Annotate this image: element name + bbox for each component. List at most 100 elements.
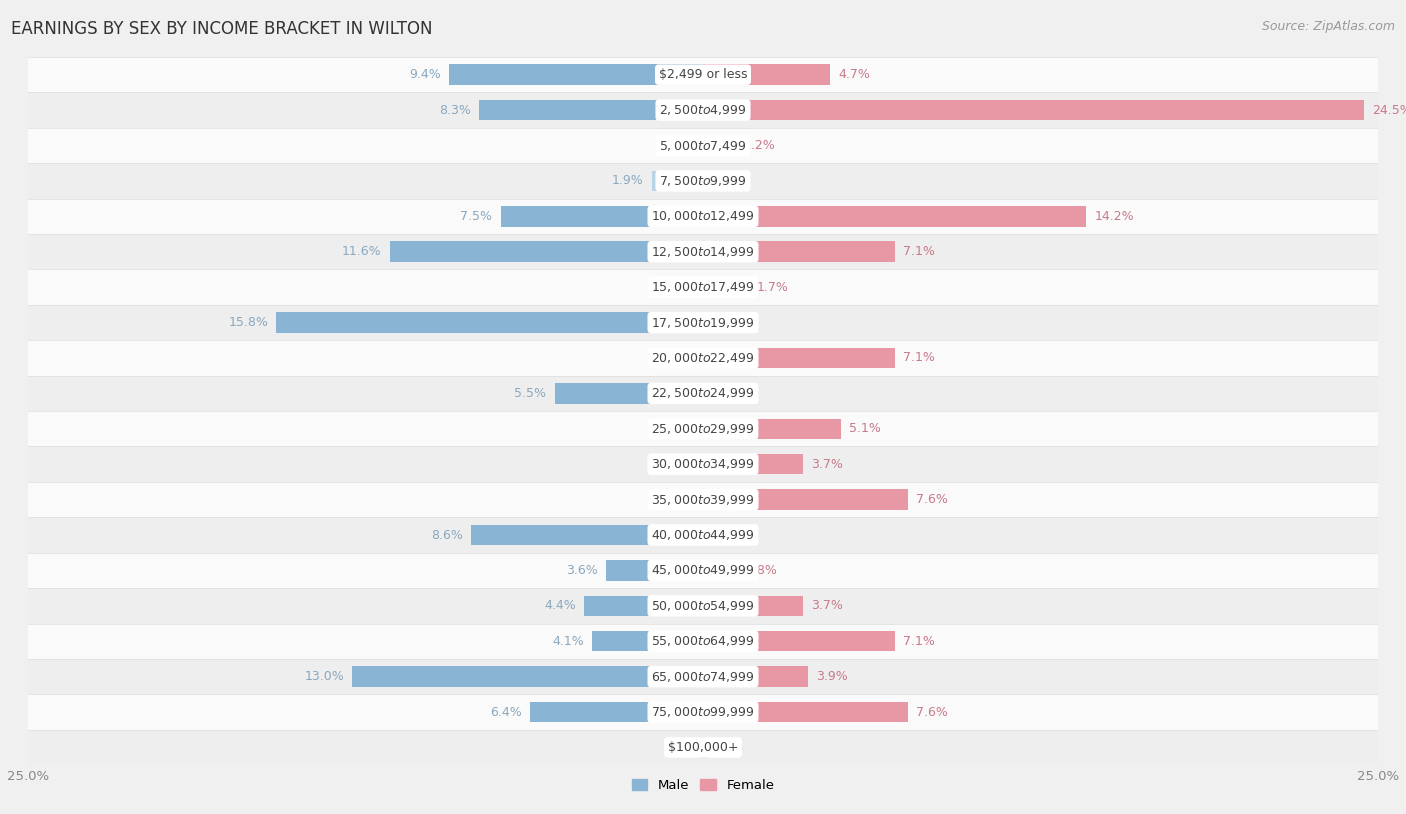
Text: $5,000 to $7,499: $5,000 to $7,499 — [659, 138, 747, 152]
Text: 0.0%: 0.0% — [662, 493, 695, 506]
Text: 1.7%: 1.7% — [756, 281, 789, 294]
Text: $22,500 to $24,999: $22,500 to $24,999 — [651, 387, 755, 400]
Bar — [703, 560, 730, 580]
Bar — [450, 64, 703, 85]
Text: 1.2%: 1.2% — [744, 139, 775, 152]
Text: 7.1%: 7.1% — [903, 635, 935, 648]
Bar — [471, 525, 703, 545]
Text: 5.5%: 5.5% — [515, 387, 547, 400]
Text: $15,000 to $17,499: $15,000 to $17,499 — [651, 280, 755, 294]
Text: 0.0%: 0.0% — [662, 457, 695, 470]
Text: 0.0%: 0.0% — [662, 741, 695, 754]
Bar — [28, 446, 1378, 482]
Bar — [28, 199, 1378, 234]
Bar — [28, 340, 1378, 375]
Bar — [703, 171, 707, 191]
Text: 0.0%: 0.0% — [711, 316, 744, 329]
Bar — [606, 560, 703, 580]
Bar — [28, 694, 1378, 730]
Text: 3.9%: 3.9% — [817, 670, 848, 683]
Text: 0.0%: 0.0% — [662, 352, 695, 365]
Text: 9.4%: 9.4% — [409, 68, 441, 81]
Bar — [703, 596, 803, 616]
Text: $65,000 to $74,999: $65,000 to $74,999 — [651, 670, 755, 684]
Bar — [28, 411, 1378, 446]
Text: $30,000 to $34,999: $30,000 to $34,999 — [651, 457, 755, 471]
Bar — [28, 234, 1378, 269]
Bar — [530, 702, 703, 722]
Text: 0.0%: 0.0% — [662, 139, 695, 152]
Bar — [703, 135, 735, 155]
Bar — [703, 489, 908, 510]
Bar — [703, 64, 830, 85]
Text: 7.1%: 7.1% — [903, 245, 935, 258]
Bar — [703, 667, 808, 687]
Bar — [703, 348, 894, 368]
Text: $2,499 or less: $2,499 or less — [659, 68, 747, 81]
Legend: Male, Female: Male, Female — [626, 774, 780, 798]
Text: 5.1%: 5.1% — [849, 422, 880, 435]
Bar — [28, 659, 1378, 694]
Bar — [28, 730, 1378, 765]
Bar — [28, 553, 1378, 588]
Bar — [389, 242, 703, 262]
Text: 7.5%: 7.5% — [460, 210, 492, 223]
Bar — [479, 100, 703, 120]
Bar — [592, 631, 703, 651]
Bar — [28, 57, 1378, 92]
Text: EARNINGS BY SEX BY INCOME BRACKET IN WILTON: EARNINGS BY SEX BY INCOME BRACKET IN WIL… — [11, 20, 433, 38]
Bar — [703, 418, 841, 439]
Text: 0.0%: 0.0% — [711, 741, 744, 754]
Text: 4.1%: 4.1% — [553, 635, 585, 648]
Text: 11.6%: 11.6% — [342, 245, 382, 258]
Bar — [699, 454, 703, 475]
Text: $17,500 to $19,999: $17,500 to $19,999 — [651, 316, 755, 330]
Text: $2,500 to $4,999: $2,500 to $4,999 — [659, 103, 747, 117]
Bar — [28, 128, 1378, 163]
Text: $20,000 to $22,499: $20,000 to $22,499 — [651, 351, 755, 365]
Text: 0.0%: 0.0% — [711, 174, 744, 187]
Text: 14.2%: 14.2% — [1094, 210, 1135, 223]
Text: $40,000 to $44,999: $40,000 to $44,999 — [651, 528, 755, 542]
Text: $45,000 to $49,999: $45,000 to $49,999 — [651, 563, 755, 577]
Text: $10,000 to $12,499: $10,000 to $12,499 — [651, 209, 755, 223]
Text: 0.0%: 0.0% — [711, 387, 744, 400]
Text: 1.9%: 1.9% — [612, 174, 644, 187]
Bar — [703, 242, 894, 262]
Bar — [699, 277, 703, 297]
Bar — [28, 624, 1378, 659]
Bar — [703, 100, 1364, 120]
Bar — [699, 489, 703, 510]
Text: $55,000 to $64,999: $55,000 to $64,999 — [651, 634, 755, 648]
Bar — [703, 313, 707, 333]
Text: 24.5%: 24.5% — [1372, 103, 1406, 116]
Bar — [652, 171, 703, 191]
Bar — [703, 631, 894, 651]
Bar — [703, 525, 707, 545]
Bar — [703, 702, 908, 722]
Text: 15.8%: 15.8% — [229, 316, 269, 329]
Text: $100,000+: $100,000+ — [668, 741, 738, 754]
Text: $75,000 to $99,999: $75,000 to $99,999 — [651, 705, 755, 719]
Bar — [703, 454, 803, 475]
Bar — [28, 304, 1378, 340]
Text: Source: ZipAtlas.com: Source: ZipAtlas.com — [1261, 20, 1395, 33]
Text: 7.6%: 7.6% — [917, 706, 948, 719]
Text: 0.98%: 0.98% — [738, 564, 778, 577]
Text: $7,500 to $9,999: $7,500 to $9,999 — [659, 174, 747, 188]
Bar — [28, 588, 1378, 624]
Text: 3.7%: 3.7% — [811, 599, 842, 612]
Bar — [585, 596, 703, 616]
Text: $35,000 to $39,999: $35,000 to $39,999 — [651, 492, 755, 506]
Bar — [703, 206, 1087, 226]
Bar — [554, 383, 703, 404]
Text: 6.4%: 6.4% — [491, 706, 522, 719]
Text: 3.6%: 3.6% — [567, 564, 598, 577]
Bar — [277, 313, 703, 333]
Text: 7.1%: 7.1% — [903, 352, 935, 365]
Text: 8.6%: 8.6% — [430, 528, 463, 541]
Text: 8.3%: 8.3% — [439, 103, 471, 116]
Text: $50,000 to $54,999: $50,000 to $54,999 — [651, 599, 755, 613]
Bar — [28, 518, 1378, 553]
Text: 13.0%: 13.0% — [304, 670, 344, 683]
